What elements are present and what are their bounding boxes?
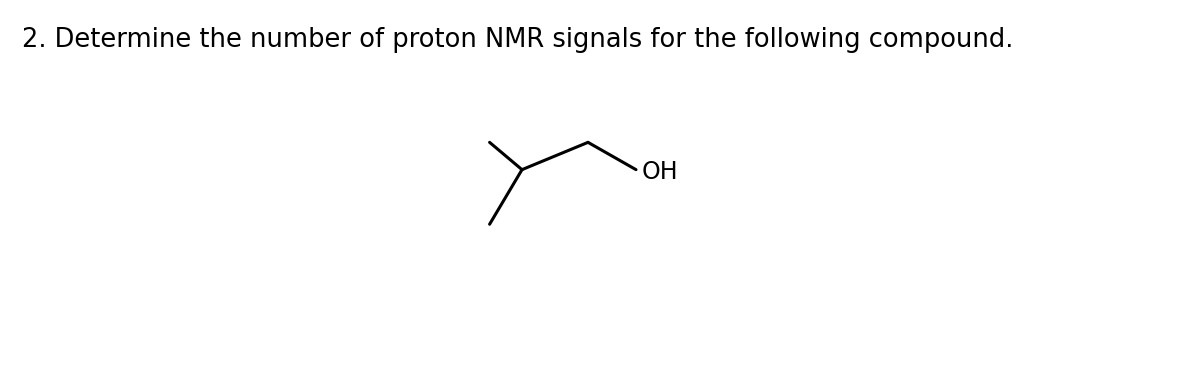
Text: OH: OH (642, 160, 679, 184)
Text: 2. Determine the number of proton NMR signals for the following compound.: 2. Determine the number of proton NMR si… (22, 27, 1013, 53)
